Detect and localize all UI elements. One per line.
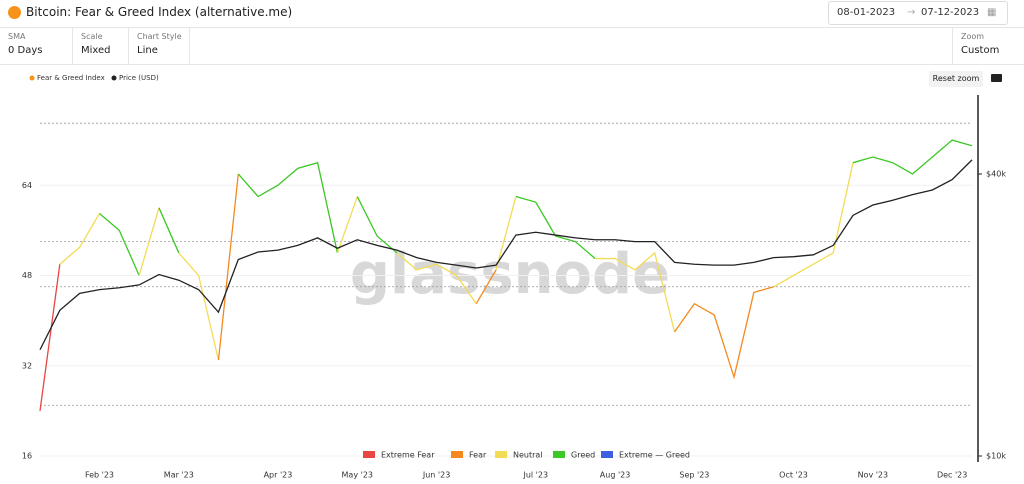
index-line — [217, 173, 239, 361]
sma-select[interactable]: SMA 0 Days — [0, 28, 73, 64]
index-line — [515, 195, 596, 260]
zone-legend-swatch — [553, 451, 565, 458]
index-line — [595, 251, 676, 333]
bitcoin-icon — [8, 6, 21, 19]
index-line — [674, 286, 774, 380]
index-line — [336, 196, 358, 254]
zone-legend-swatch — [601, 451, 613, 458]
index-line — [39, 264, 61, 411]
camera-icon[interactable] — [991, 74, 1002, 82]
index-line — [396, 252, 477, 305]
x-tick-label: Feb '23 — [85, 471, 114, 480]
calendar-icon[interactable]: ▦ — [987, 7, 997, 18]
x-tick-label: Dec '23 — [937, 471, 967, 480]
arrow: → — [907, 7, 916, 18]
tool-label: Scale — [81, 32, 103, 41]
y-tick-label: 64 — [22, 181, 32, 190]
y2-tick-label: $10k — [986, 452, 1006, 461]
style-select[interactable]: Chart Style Line — [129, 28, 190, 64]
reset-zoom-button[interactable]: Reset zoom — [929, 71, 983, 87]
x-tick-label: Oct '23 — [779, 471, 808, 480]
scale-select[interactable]: Scale Mixed — [73, 28, 129, 64]
index-line — [158, 207, 180, 254]
tool-label: Chart Style — [137, 32, 182, 41]
y2-tick-label: $40k — [986, 169, 1006, 178]
x-tick-label: Nov '23 — [858, 471, 889, 480]
zone-legend-label: Greed — [571, 451, 595, 460]
index-line — [138, 207, 160, 276]
y-tick-label: 16 — [22, 452, 32, 461]
zone-legend-swatch — [363, 451, 375, 458]
date-start[interactable]: 08-01-2023 — [837, 7, 896, 18]
tool-value: Custom — [961, 45, 1000, 56]
x-tick-label: Mar '23 — [164, 471, 194, 480]
tool-label: Zoom — [961, 32, 985, 41]
zoom-select[interactable]: Zoom Custom — [952, 28, 1024, 64]
x-tick-label: May '23 — [342, 471, 373, 480]
index-line — [237, 161, 339, 254]
date-end[interactable]: 07-12-2023 — [921, 7, 980, 18]
y-tick-label: 48 — [22, 271, 32, 280]
index-line — [59, 213, 101, 265]
watermark: glassnode — [350, 242, 670, 307]
toolbar: SMA 0 Days Scale Mixed Chart Style Line Zoo… — [0, 28, 1024, 65]
index-line — [99, 212, 140, 276]
legend-label: Price (USD) — [119, 74, 159, 82]
legend-dot — [29, 75, 35, 81]
header: Bitcoin: Fear & Greed Index (alternative… — [0, 0, 1024, 28]
index-line — [475, 269, 497, 305]
zone-legend-label: Neutral — [513, 451, 543, 460]
tool-value: Mixed — [81, 45, 111, 56]
legend-label: Fear & Greed Index — [37, 74, 105, 82]
x-tick-label: Sep '23 — [679, 471, 709, 480]
tool-value: 0 Days — [8, 45, 43, 56]
tool-value: Line — [137, 45, 158, 56]
x-tick-label: Apr '23 — [264, 471, 293, 480]
x-tick-label: Jul '23 — [522, 471, 548, 480]
price-line — [39, 159, 973, 351]
zone-legend-label: Extreme — Greed — [619, 451, 690, 460]
page-title: Bitcoin: Fear & Greed Index (alternative… — [26, 5, 293, 19]
x-tick-label: Jun '23 — [422, 471, 450, 480]
tool-label: SMA — [8, 32, 26, 41]
zone-legend-swatch — [495, 451, 507, 458]
y-tick-label: 32 — [22, 361, 32, 370]
index-line — [356, 196, 398, 254]
zone-legend-label: Extreme Fear — [381, 451, 435, 460]
x-tick-label: Aug '23 — [600, 471, 631, 480]
index-line — [852, 139, 973, 175]
index-line — [773, 162, 854, 288]
date-range[interactable]: 08-01-2023 → 07-12-2023 ▦ — [828, 1, 1008, 25]
index-line — [495, 196, 517, 271]
index-line — [178, 252, 220, 361]
zone-legend-label: Fear — [469, 451, 487, 460]
zone-legend-swatch — [451, 451, 463, 458]
legend-dot — [111, 75, 117, 81]
